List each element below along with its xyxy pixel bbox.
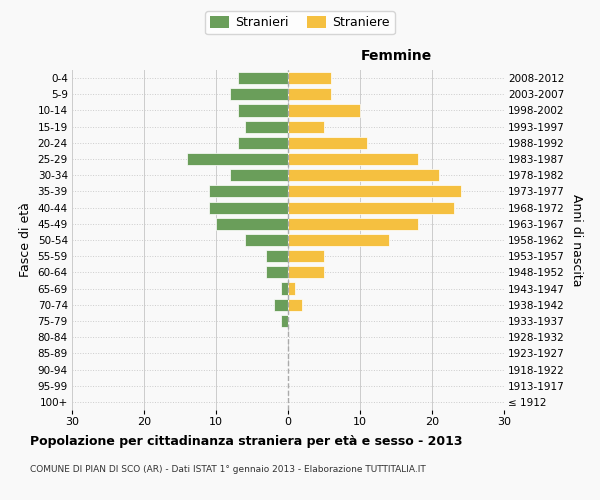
Y-axis label: Anni di nascita: Anni di nascita	[571, 194, 583, 286]
Bar	[288, 186, 461, 198]
Bar	[288, 266, 324, 278]
Legend: Stranieri, Straniere: Stranieri, Straniere	[205, 11, 395, 34]
Bar	[281, 315, 288, 327]
Bar	[209, 202, 288, 213]
Bar	[209, 186, 288, 198]
Bar	[274, 298, 288, 311]
Bar	[266, 250, 288, 262]
Bar	[238, 72, 288, 84]
Bar	[238, 137, 288, 149]
Bar	[288, 218, 418, 230]
Bar	[216, 218, 288, 230]
Bar	[288, 104, 360, 117]
Text: Popolazione per cittadinanza straniera per età e sesso - 2013: Popolazione per cittadinanza straniera p…	[30, 435, 463, 448]
Bar	[266, 266, 288, 278]
Bar	[230, 88, 288, 101]
Bar	[288, 72, 331, 84]
Bar	[288, 88, 331, 101]
Bar	[288, 120, 324, 132]
Bar	[288, 298, 302, 311]
Y-axis label: Fasce di età: Fasce di età	[19, 202, 32, 278]
Bar	[288, 234, 389, 246]
Bar	[281, 282, 288, 294]
Bar	[187, 153, 288, 165]
Bar	[288, 169, 439, 181]
Bar	[230, 169, 288, 181]
Bar	[245, 120, 288, 132]
Bar	[288, 250, 324, 262]
Text: COMUNE DI PIAN DI SCO (AR) - Dati ISTAT 1° gennaio 2013 - Elaborazione TUTTITALI: COMUNE DI PIAN DI SCO (AR) - Dati ISTAT …	[30, 465, 426, 474]
Bar	[288, 137, 367, 149]
Text: Femmine: Femmine	[361, 49, 431, 63]
Bar	[288, 202, 454, 213]
Bar	[288, 282, 295, 294]
Bar	[288, 153, 418, 165]
Bar	[238, 104, 288, 117]
Bar	[245, 234, 288, 246]
